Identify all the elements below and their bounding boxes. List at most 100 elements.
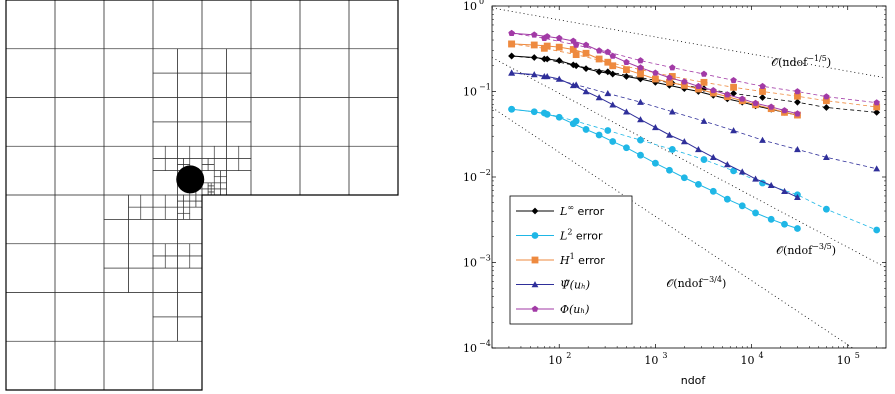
data-point xyxy=(609,138,617,145)
data-point xyxy=(637,98,644,105)
data-point xyxy=(822,205,830,213)
legend: L∞ error L2 error H1 error Ψ̃(uₕ) Φ(uₕ) xyxy=(509,195,633,325)
data-point xyxy=(595,68,603,76)
data-point xyxy=(752,175,759,182)
data-point xyxy=(609,101,617,108)
legend-entry-label: L∞ error xyxy=(559,203,605,218)
data-point xyxy=(781,187,788,195)
x-tick-label: 10 xyxy=(548,354,562,367)
y-tick-label: 10 xyxy=(463,0,477,13)
data-point xyxy=(531,232,539,239)
data-point xyxy=(730,167,737,175)
data-point xyxy=(530,54,538,61)
data-point xyxy=(508,69,516,76)
data-point xyxy=(781,107,788,114)
data-point xyxy=(668,146,676,153)
data-point xyxy=(694,146,702,153)
x-tick-exponent: 4 xyxy=(759,351,764,360)
reference-lines xyxy=(492,7,886,348)
data-point xyxy=(570,37,577,44)
data-point xyxy=(530,41,538,49)
data-point xyxy=(794,98,801,106)
data-point xyxy=(543,42,551,50)
data-point xyxy=(873,108,881,116)
data-point xyxy=(531,207,539,215)
data-point xyxy=(623,58,630,65)
data-point xyxy=(723,161,731,168)
data-point xyxy=(530,108,538,116)
y-tick-exponent: −2 xyxy=(479,168,491,177)
data-point xyxy=(767,103,775,110)
data-point xyxy=(569,61,577,69)
y-tick-label: 10 xyxy=(463,171,477,184)
data-point xyxy=(700,70,708,77)
data-point xyxy=(609,70,617,78)
data-point xyxy=(651,124,659,131)
data-point xyxy=(555,113,563,121)
axis-ticks: 10 2 10 3 10 4 10 510 010 −110 −210 −310 −4 xyxy=(463,0,886,367)
y-tick-exponent: 0 xyxy=(479,0,484,6)
refinement-blob xyxy=(176,165,205,194)
y-tick-label: 10 xyxy=(463,86,477,99)
data-point xyxy=(508,52,516,60)
series-dashed-line xyxy=(511,55,877,113)
data-point xyxy=(530,71,538,78)
data-point xyxy=(582,41,590,48)
series xyxy=(508,105,881,234)
x-tick-exponent: 5 xyxy=(855,351,860,360)
data-point xyxy=(730,90,737,97)
legend-entry-label: Φ(uₕ) xyxy=(560,303,589,316)
data-point xyxy=(666,166,673,174)
data-point xyxy=(873,99,880,106)
data-point xyxy=(794,110,801,117)
data-point xyxy=(595,94,603,101)
data-point xyxy=(543,110,551,118)
data-point xyxy=(623,144,630,152)
data-point xyxy=(637,116,644,123)
data-point xyxy=(531,256,539,264)
data-point xyxy=(651,75,659,83)
data-point xyxy=(652,69,659,76)
reference-line xyxy=(492,7,886,79)
data-point xyxy=(680,174,688,182)
data-point xyxy=(794,88,801,95)
data-point xyxy=(794,193,801,200)
data-point xyxy=(730,76,737,84)
reference-line-label: 𝒪(ndof−3/4) xyxy=(666,275,726,290)
data-point xyxy=(767,215,775,223)
data-point xyxy=(531,31,538,38)
data-point xyxy=(595,55,603,63)
data-point xyxy=(531,305,539,312)
data-point xyxy=(609,62,617,70)
data-point xyxy=(508,29,515,37)
data-point xyxy=(680,138,688,145)
data-point xyxy=(681,78,688,85)
data-point xyxy=(709,187,717,195)
data-point xyxy=(822,97,830,105)
y-tick-exponent: −4 xyxy=(479,339,491,348)
data-point xyxy=(695,82,702,90)
data-point xyxy=(738,168,746,175)
data-point xyxy=(759,136,766,143)
data-point xyxy=(730,83,737,91)
series xyxy=(508,69,881,200)
data-point xyxy=(666,78,673,86)
data-point xyxy=(555,34,563,41)
x-tick-label: 10 xyxy=(644,354,658,367)
series-dashed-line xyxy=(511,108,877,231)
series-dashed-line xyxy=(511,72,877,170)
data-point xyxy=(759,82,766,90)
data-point xyxy=(781,220,788,228)
data-point xyxy=(569,81,577,89)
data-point xyxy=(680,81,688,89)
data-point xyxy=(694,180,702,188)
mesh-cells xyxy=(5,0,399,391)
data-point xyxy=(637,151,644,159)
data-point xyxy=(666,74,673,81)
data-point xyxy=(823,93,830,100)
data-point xyxy=(710,87,717,94)
data-point xyxy=(623,73,630,80)
data-point xyxy=(700,117,708,124)
data-point xyxy=(794,225,801,232)
data-point xyxy=(543,33,551,40)
